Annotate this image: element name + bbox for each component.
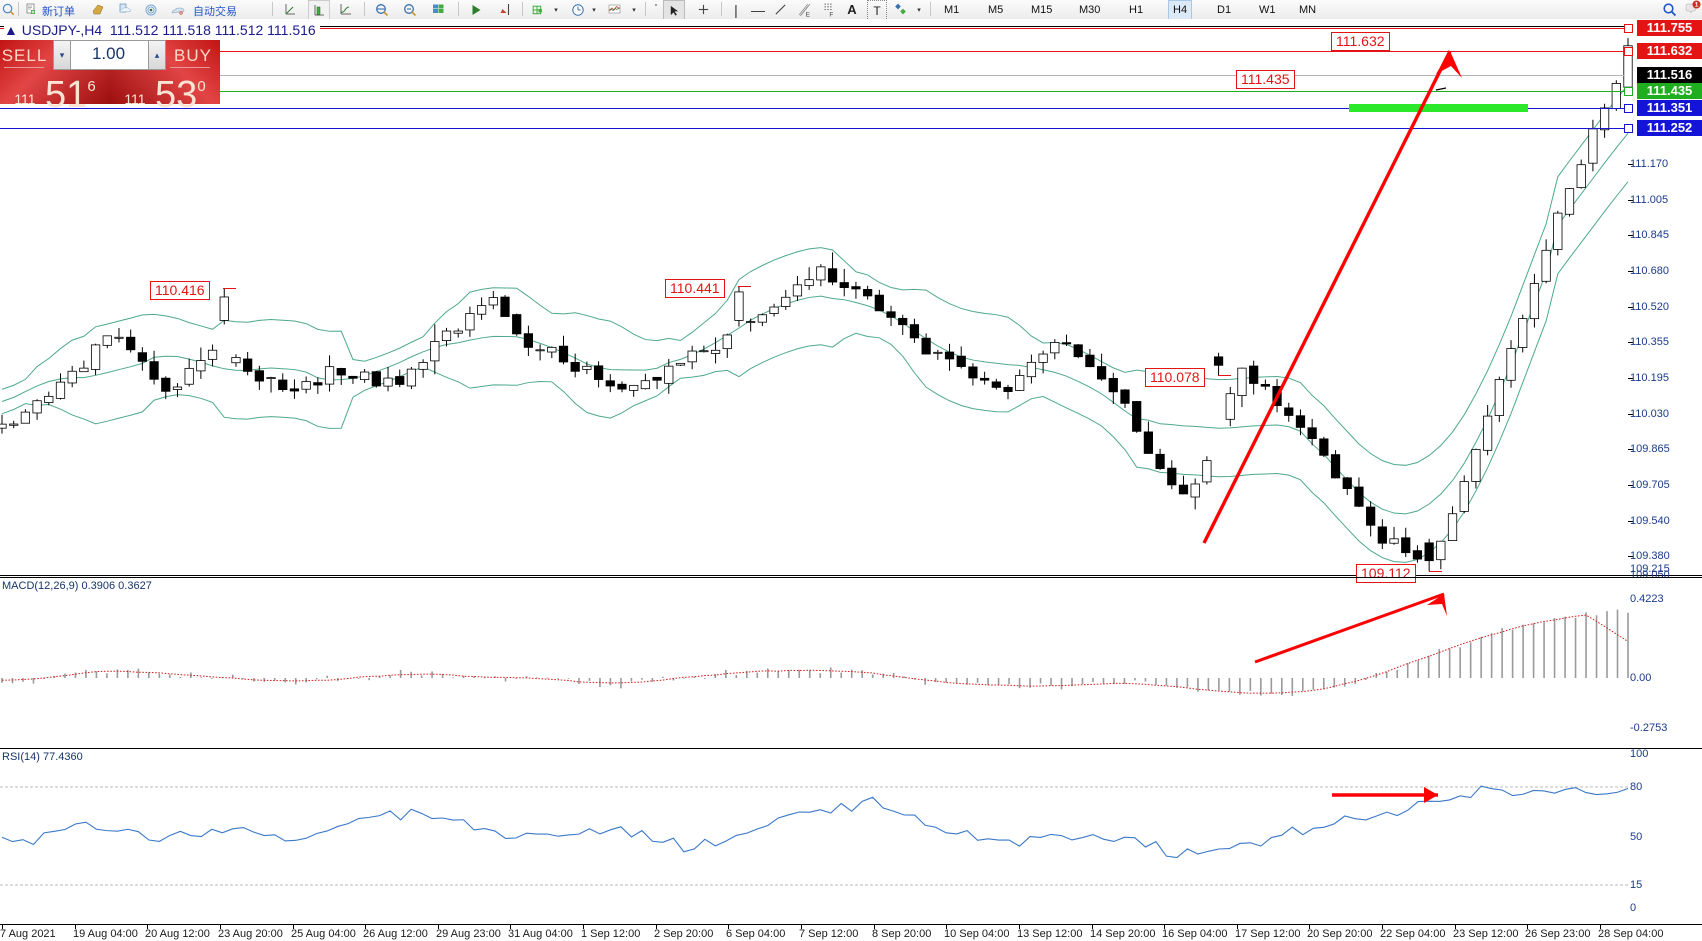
svg-text:F: F (829, 11, 833, 17)
svg-text:1: 1 (1695, 2, 1699, 9)
svg-text:E: E (805, 11, 809, 17)
